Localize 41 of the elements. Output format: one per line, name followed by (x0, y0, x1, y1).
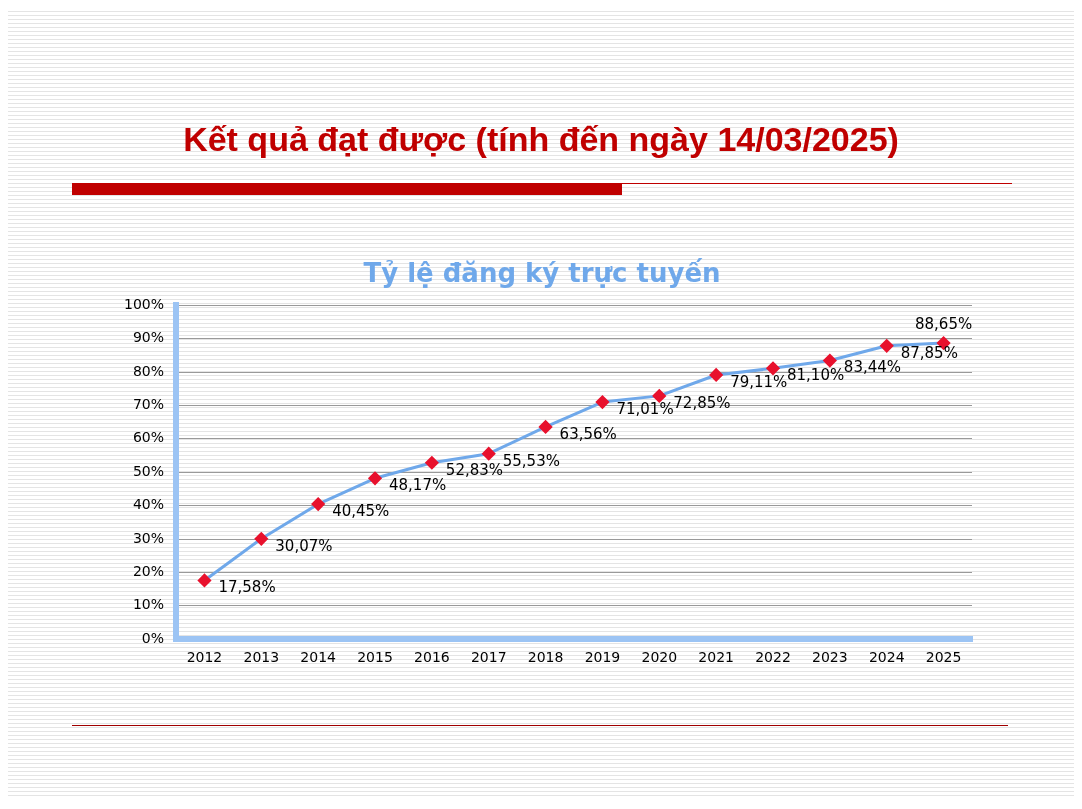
data-label: 83,44% (843, 358, 902, 377)
data-label: 72,85% (673, 393, 731, 412)
y-tick-label: 60% (132, 429, 165, 446)
x-tick-label: 2020 (641, 649, 678, 666)
y-tick-label: 0% (141, 629, 165, 646)
y-tick-label: 30% (132, 529, 165, 546)
y-tick-label: 70% (132, 396, 165, 413)
data-label: 48,17% (389, 476, 447, 495)
data-label: 81,10% (787, 366, 845, 385)
x-tick-label: 2025 (925, 649, 962, 666)
x-tick-label: 2012 (186, 649, 223, 666)
y-tick-label: 90% (132, 329, 165, 346)
y-tick-label: 20% (132, 563, 165, 580)
x-tick-label: 2019 (584, 649, 621, 666)
data-label: 40,45% (332, 501, 390, 520)
x-tick-label: 2018 (527, 649, 564, 666)
data-label: 71,01% (616, 399, 674, 418)
data-label: 52,83% (445, 460, 504, 479)
x-tick-label: 2013 (243, 649, 280, 666)
x-tick-label: 2024 (868, 649, 905, 666)
y-tick-label: 100% (123, 295, 165, 312)
data-label: 30,07% (275, 536, 333, 555)
y-tick-label: 10% (132, 596, 165, 613)
x-tick-label: 2017 (470, 649, 507, 666)
chart-title: Kết quả đạt được (tính đến ngày 14/03/2025) (182, 120, 900, 159)
y-tick-label: 80% (132, 362, 165, 379)
x-tick-label: 2022 (755, 649, 791, 666)
data-label: 79,11% (730, 372, 788, 391)
x-tick-label: 2014 (300, 649, 337, 666)
data-label: 88,65% (914, 315, 973, 333)
x-tick-label: 2016 (414, 649, 450, 666)
data-label: 55,53% (502, 451, 560, 470)
chart-subtitle: Tỷ lệ đăng ký trực tuyến (363, 258, 721, 289)
data-label: 87,85% (900, 343, 958, 362)
data-label: 17,58% (218, 578, 276, 597)
y-tick-label: 50% (132, 462, 165, 479)
y-tick-label: 40% (132, 496, 165, 513)
x-tick-label: 2021 (698, 649, 734, 666)
data-label: 63,56% (559, 424, 617, 443)
x-tick-label: 2015 (357, 649, 393, 666)
x-tick-label: 2023 (812, 649, 848, 666)
